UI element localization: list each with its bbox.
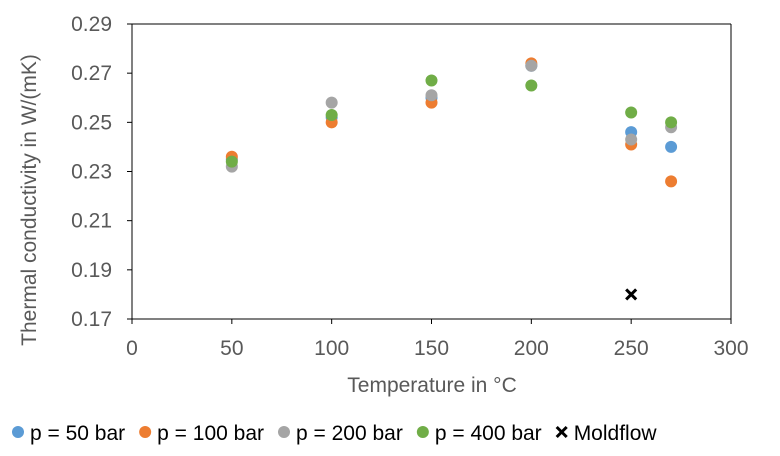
legend-item: p = 200 bar (278, 422, 403, 445)
legend-circle-marker-icon (278, 426, 290, 438)
y-tick-label: 0.23 (71, 161, 112, 184)
legend-label: p = 50 bar (30, 422, 125, 445)
data-point (625, 106, 638, 119)
legend-item: Moldflow (555, 422, 658, 445)
legend-item: p = 400 bar (416, 422, 542, 445)
data-point (225, 155, 238, 168)
x-tick-label: 200 (514, 337, 549, 360)
y-tick-label: 0.25 (71, 111, 112, 134)
legend-label: p = 100 bar (157, 422, 264, 445)
series-p-100-bar (225, 57, 678, 188)
legend-item: p = 50 bar (12, 422, 125, 445)
x-axis-title: Temperature in °C (347, 374, 516, 397)
y-axis-title: Thermal conductivity in W/(mK) (18, 54, 41, 346)
x-tick-label: 250 (614, 337, 649, 360)
y-axis-ticks: 0.17 0.19 0.21 0.23 0.25 0.27 0.29 (71, 13, 132, 331)
data-point (525, 59, 538, 72)
series-moldflow (625, 288, 638, 301)
data-point (325, 108, 338, 121)
plot-area: 0.17 0.19 0.21 0.23 0.25 0.27 0.29 0 50 100 150 20… (71, 13, 748, 360)
series-p-400-bar (225, 74, 678, 168)
legend-label: p = 200 bar (296, 422, 403, 445)
y-tick-label: 0.21 (71, 210, 112, 233)
data-point (525, 79, 538, 92)
x-tick-label: 100 (314, 337, 349, 360)
data-point (665, 116, 678, 129)
data-point (665, 140, 678, 153)
x-axis-ticks: 0 50 100 150 200 250 300 (126, 319, 749, 360)
legend-label: p = 400 bar (435, 422, 542, 445)
legend-circle-marker-icon (416, 426, 429, 438)
data-point (425, 74, 438, 87)
series-p-50-bar (225, 59, 678, 166)
y-tick-label: 0.17 (71, 308, 112, 331)
legend-label: Moldflow (574, 422, 658, 445)
data-point (625, 133, 638, 146)
y-tick-label: 0.29 (71, 13, 112, 36)
legend-circle-marker-icon (139, 426, 152, 438)
x-tick-label: 0 (126, 337, 138, 360)
data-points (225, 57, 678, 301)
data-point (625, 288, 638, 301)
legend: p = 50 bar p = 100 bar p = 200 bar p = 400 … (12, 422, 657, 445)
data-point (425, 89, 438, 102)
y-tick-label: 0.27 (71, 62, 112, 85)
x-tick-label: 300 (713, 337, 748, 360)
series-p-200-bar (225, 59, 678, 173)
y-tick-label: 0.19 (71, 259, 112, 282)
data-point (325, 96, 338, 109)
data-point (665, 175, 678, 188)
x-tick-label: 150 (414, 337, 449, 360)
x-tick-label: 50 (220, 337, 243, 360)
legend-item: p = 100 bar (139, 422, 264, 445)
legend-circle-marker-icon (12, 426, 24, 438)
legend-x-marker-icon (555, 425, 568, 439)
